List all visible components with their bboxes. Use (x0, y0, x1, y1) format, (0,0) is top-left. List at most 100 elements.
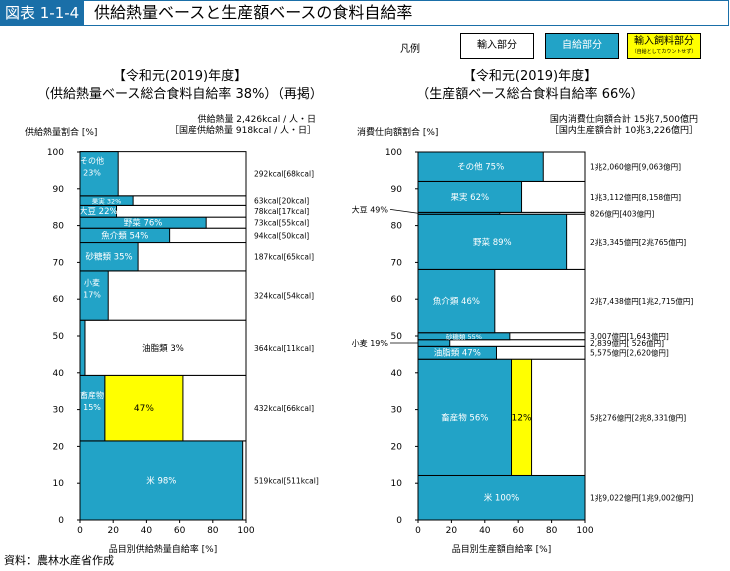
chart-total-line: 供給熱量 2,426kcal / 人・日 (197, 113, 316, 125)
figure-header: 図表 1-1-4 供給熱量ベースと生産額ベースの食料自給率 (0, 0, 729, 26)
segment-right-label: 187kcal[65kcal] (254, 253, 314, 262)
x-tick-label: 20 (107, 526, 119, 536)
x-tick-label: 100 (576, 526, 593, 536)
y-tick-label: 60 (391, 295, 403, 305)
x-tick-label: 60 (512, 526, 524, 536)
segment-label: 果実 62% (450, 192, 489, 203)
segment-label: 畜産物 56% (441, 412, 488, 423)
segment-label: その他 75% (457, 162, 504, 173)
legend-self: 自給部分 (545, 33, 619, 59)
segment-import-bar (79, 319, 247, 376)
x-tick-label: 0 (415, 526, 421, 536)
segment-right-label: 292kcal[68kcal] (254, 170, 314, 179)
y-tick-label: 80 (53, 222, 65, 232)
segment-right-label: 1兆2,060億円[9,063億円] (590, 162, 681, 172)
segment-right-label: 78kcal[17kcal] (254, 207, 309, 216)
y-tick-label: 40 (53, 369, 65, 379)
segment-right-label: 73kcal[55kcal] (254, 219, 309, 228)
y-tick-label: 40 (391, 369, 403, 379)
segment-right-label: 5兆276億円[2兆8,331億円] (590, 412, 686, 422)
segment-label: 魚介類 54% (101, 230, 148, 241)
chart-total-line: ［国産供給熱量 918kcal / 人・日］ (170, 124, 316, 136)
chart-subtitle: （供給熱量ベース総合食料自給率 38%）（再掲） (37, 86, 323, 102)
chart-title: 【令和元(2019)年度】 (463, 68, 597, 84)
y-tick-label: 100 (385, 148, 402, 158)
segment-label: 米 100% (484, 493, 520, 504)
y-tick-label: 70 (391, 258, 403, 268)
segment-right-label: 2兆3,345億円[2兆765億円] (590, 237, 686, 247)
segment-self-bar (417, 180, 523, 213)
segment-label: 油脂類 3% (142, 343, 184, 354)
y-tick-label: 20 (53, 442, 65, 452)
segment-callout: 小麦 19% (352, 338, 389, 348)
y-axis-label: 消費仕向額割合 [%] (357, 126, 438, 138)
x-tick-label: 60 (174, 526, 186, 536)
figure-title: 供給熱量ベースと生産額ベースの食料自給率 (94, 3, 413, 22)
segment-self-bar (417, 268, 496, 334)
y-tick-label: 90 (391, 185, 403, 195)
y-axis-label: 供給熱量割合 [%] (25, 126, 97, 138)
segment-feed-label: 47% (134, 404, 154, 414)
segment-right-label: 364kcal[11kcal] (254, 344, 314, 353)
y-tick-label: 90 (53, 185, 65, 195)
segment-feed-bar (104, 374, 184, 442)
y-tick-label: 20 (391, 442, 403, 452)
callout-line (389, 208, 419, 214)
y-tick-label: 80 (391, 222, 403, 232)
segment-label: 油脂類 47% (434, 348, 481, 359)
segment-callout: 大豆 49% (352, 204, 389, 214)
segment-right-label: 432kcal[66kcal] (254, 404, 314, 413)
y-tick-label: 50 (53, 332, 65, 342)
segment-right-label: 324kcal[54kcal] (254, 292, 314, 301)
y-tick-label: 0 (58, 516, 64, 526)
segment-right-label: 2兆7,438億円[1兆2,715億円] (590, 296, 693, 306)
segment-right-label: 2,839億円[ 526億円] (590, 338, 664, 348)
x-axis-label: 品目別生産額自給率 [%] (452, 543, 551, 555)
segment-self-bar (79, 319, 86, 376)
segment-feed-label: 12% (512, 413, 532, 423)
figure-label: 図表 1-1-4 (1, 1, 84, 25)
y-tick-label: 50 (391, 332, 403, 342)
source-note: 資料：農林水産省作成 (4, 554, 114, 567)
y-tick-label: 70 (53, 258, 65, 268)
x-tick-label: 100 (237, 526, 254, 536)
segment-self-bar (79, 242, 139, 272)
y-tick-label: 30 (53, 406, 65, 416)
x-tick-label: 80 (207, 526, 219, 536)
x-tick-label: 0 (77, 526, 83, 536)
segment-right-label: 63kcal[20kcal] (254, 197, 309, 206)
chart-title: 【令和元(2019)年度】 (113, 68, 247, 84)
segment-label: 砂糖類 55% (446, 332, 482, 341)
y-tick-label: 10 (53, 479, 65, 489)
segment-right-label: 1兆9,022億円[1兆9,002億円] (590, 493, 693, 503)
segment-label: 畜産物 15% (80, 390, 104, 412)
y-tick-label: 100 (47, 148, 64, 158)
x-tick-label: 40 (479, 526, 491, 536)
segment-label: 大豆 22% (79, 206, 118, 217)
segment-label: 米 98% (146, 475, 176, 486)
segment-label: 魚介類 46% (433, 296, 480, 307)
chart-total-line: 国内消費仕向額合計 15兆7,500億円 (550, 113, 698, 125)
legend-title: 凡例 (400, 44, 420, 55)
segment-self-bar (417, 358, 513, 476)
x-tick-label: 80 (546, 526, 558, 536)
y-tick-label: 30 (391, 406, 403, 416)
x-tick-label: 20 (446, 526, 458, 536)
segment-self-bar (417, 213, 568, 270)
chart-subtitle: （生産額ベース総合食料自給率 66%） (416, 86, 643, 102)
legend-feed-label: 輸入飼料部分 (634, 36, 694, 47)
x-axis-label: 品目別供給熱量自給率 [%] (109, 543, 217, 555)
segment-label: 砂糖類 35% (85, 252, 132, 263)
y-tick-label: 10 (391, 479, 403, 489)
chart-total-line: ［国内生産額合計 10兆3,226億円］ (550, 124, 698, 136)
segment-right-label: 3,007億円[1,643億円] (590, 331, 669, 341)
segment-label: 小麦 17% (83, 278, 101, 300)
segment-label: 果実 32% (92, 197, 122, 206)
segment-self-bar (79, 270, 109, 321)
segment-self-bar (417, 151, 544, 182)
segment-right-label: 519kcal[511kcal] (254, 476, 319, 485)
legend-feed-note: （自給としてカウントせず） (631, 49, 697, 55)
segment-right-label: 94kcal[50kcal] (254, 231, 309, 240)
legend-feed: 輸入飼料部分 （自給としてカウントせず） (627, 33, 701, 59)
